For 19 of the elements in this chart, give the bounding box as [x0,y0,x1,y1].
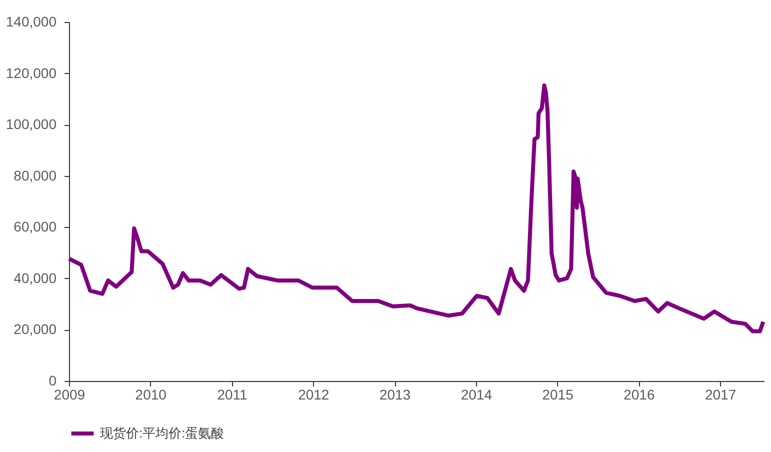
y-tick-label: 120,000 [6,64,57,81]
y-tick-label: 100,000 [6,116,57,132]
y-tick-label: 0 [48,372,57,388]
x-tick-label: 2014 [460,386,492,402]
y-tick-label: 20,000 [14,321,57,338]
x-tick-label: 2016 [624,386,655,402]
y-tick-label: 140,000 [6,14,57,30]
legend-label: 现货价:平均价:蛋氨酸 [100,426,224,440]
x-tick-label: 2013 [379,386,411,402]
y-tick-label: 40,000 [14,270,57,286]
y-tick-label: 60,000 [14,218,57,235]
x-tick-label: 2012 [298,386,330,402]
x-tick-label: 2011 [217,386,248,402]
x-tick-label: 2015 [542,386,574,402]
x-tick-label: 2009 [54,386,86,402]
line-series [67,83,766,334]
y-tick-label: 80,000 [14,167,57,184]
x-tick-label: 2010 [135,386,167,402]
x-tick-label: 2017 [704,386,736,402]
